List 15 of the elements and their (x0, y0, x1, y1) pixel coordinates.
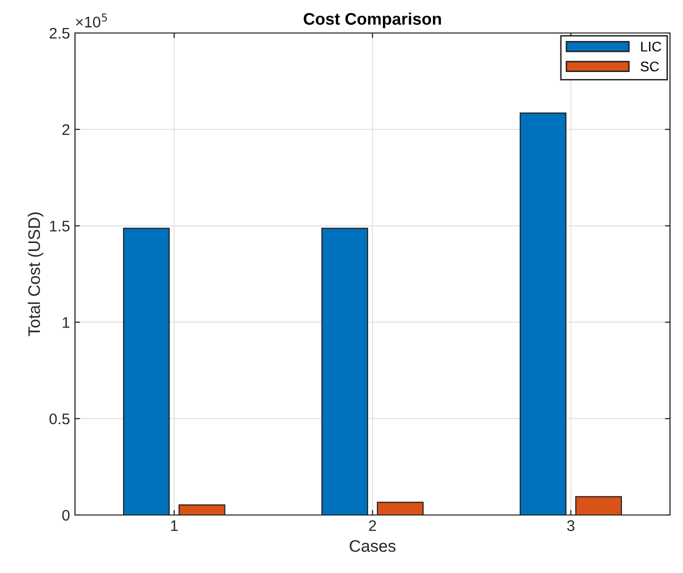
legend-label: SC (640, 62, 659, 72)
y-tick-label: 0 (62, 510, 70, 521)
y-tick-label: 1.5 (50, 220, 70, 232)
y-tick-label: 2 (62, 124, 70, 135)
chart-title: Cost Comparison (304, 12, 441, 28)
text: ×10$^{5}$ (76, 14, 107, 28)
x-axis-title: Cases (350, 540, 396, 552)
x-tick-label: 2 (369, 520, 376, 531)
y-tick-label: 1 (62, 317, 70, 328)
legend-label: LIC (641, 42, 662, 52)
x-tick-label: 3 (567, 520, 574, 532)
x-tick-label: 1 (171, 520, 178, 531)
y-tick-label: 0.5 (50, 413, 70, 424)
y-axis-title: Total Cost (USD) (28, 212, 44, 336)
y-tick-label: 2.5 (50, 28, 70, 39)
